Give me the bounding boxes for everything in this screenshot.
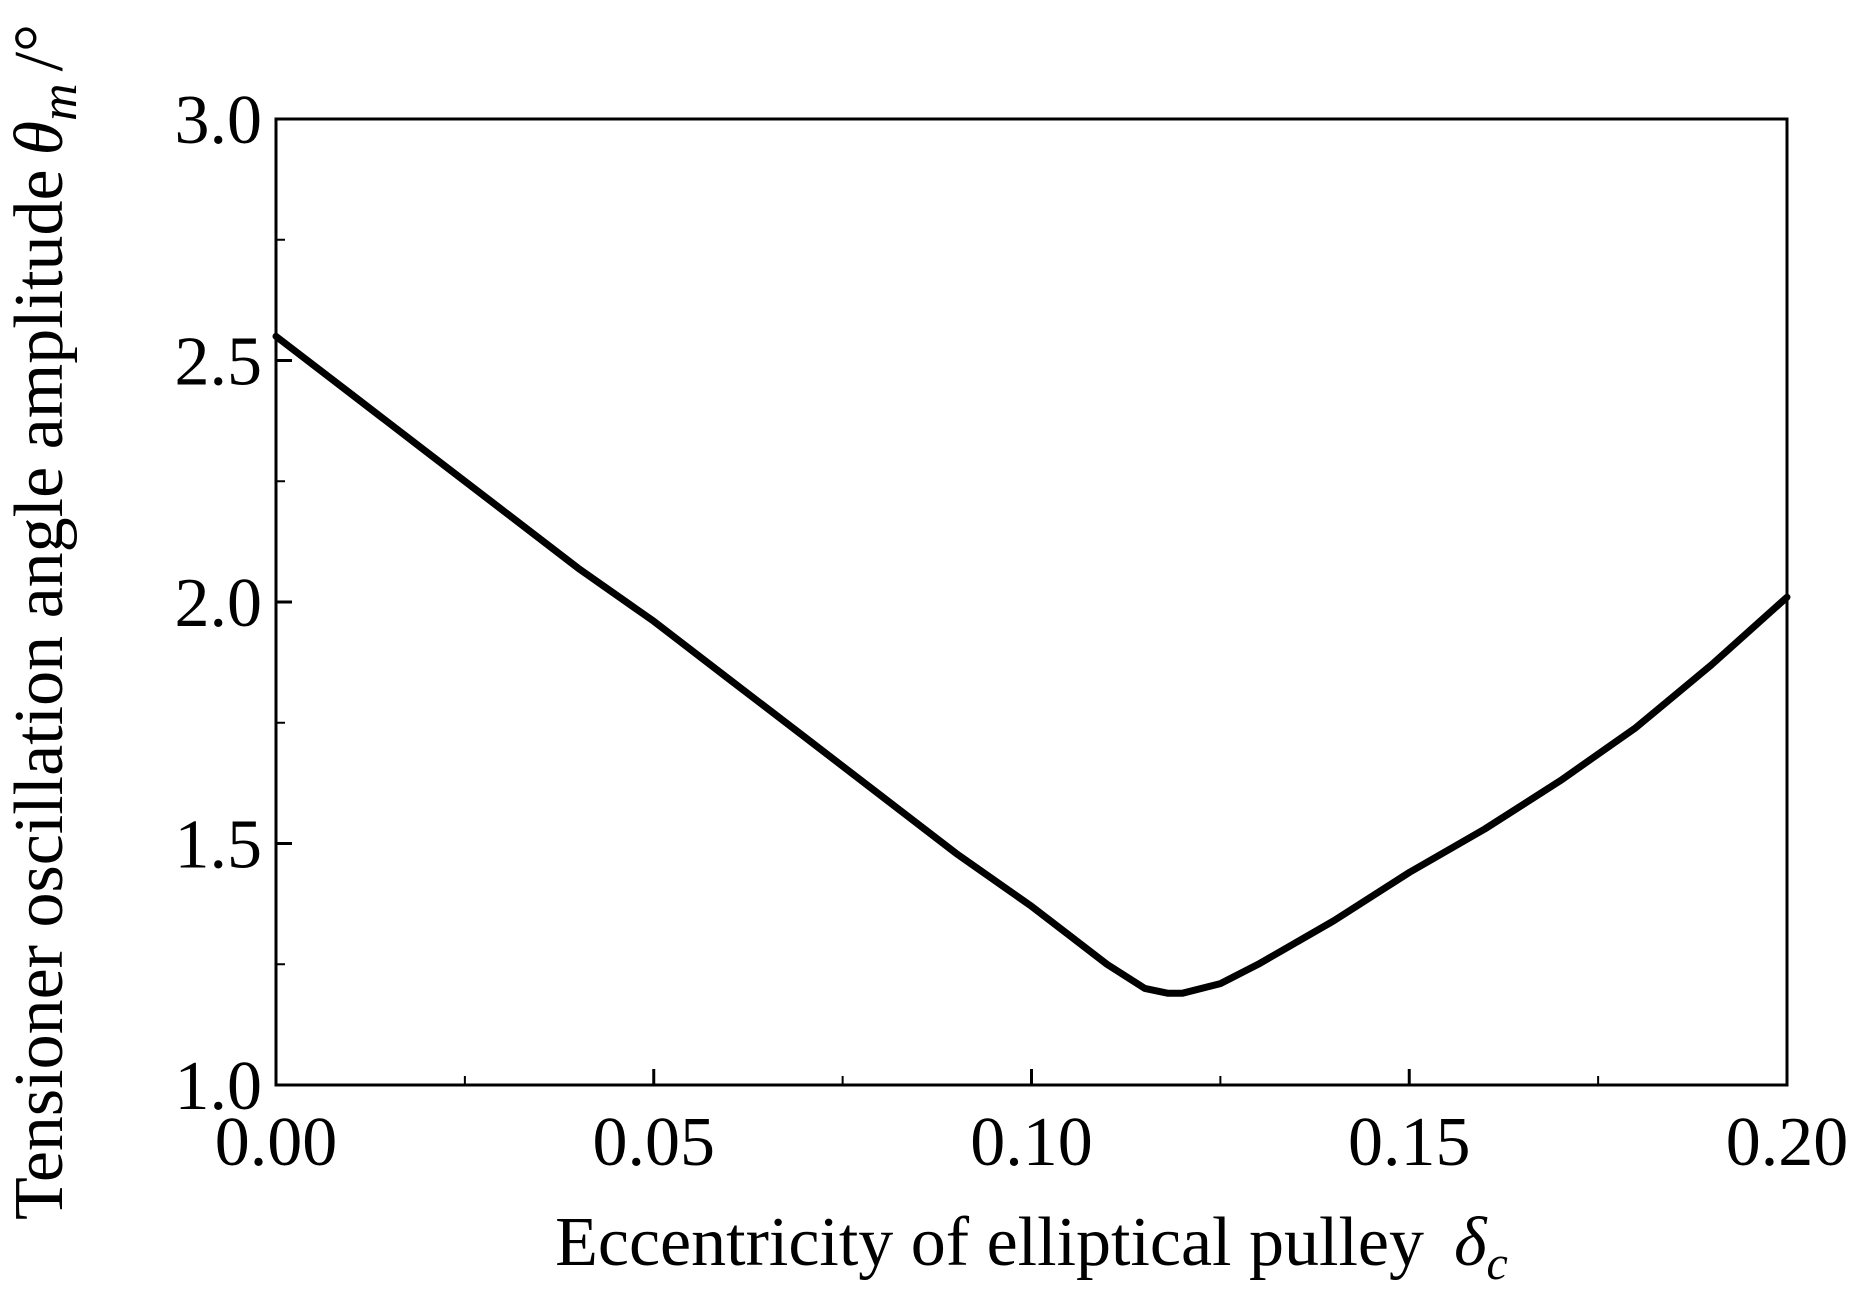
plot-area [272,332,1791,997]
x-tick-label: 0.20 [1726,1104,1849,1181]
x-tick-label: 0.10 [970,1104,1093,1181]
axes: 0.00 0.05 0.10 0.15 0.20 1.0 1.5 2.0 2.5 3.0 [175,82,1849,1181]
x-tick-label: 0.15 [1348,1104,1471,1181]
plot-frame [274,117,1789,1087]
y-tick-label: 1.5 [175,807,263,884]
y-axis-title: Tensioner oscillation angle amplitudeθm/… [1,24,88,1220]
labels: Eccentricity of elliptical pulley δc Tens… [1,24,1508,1290]
y-tick-label: 2.5 [175,324,263,401]
x-axis-title: Eccentricity of elliptical pulley δc [555,1204,1508,1290]
y-tick-label: 2.0 [175,565,263,642]
y-tick-label: 3.0 [175,82,263,159]
y-tick-label: 1.0 [175,1048,263,1125]
x-tick-label: 0.05 [593,1104,716,1181]
x-tick-label: 0.00 [215,1104,338,1181]
series-line [272,332,1791,997]
